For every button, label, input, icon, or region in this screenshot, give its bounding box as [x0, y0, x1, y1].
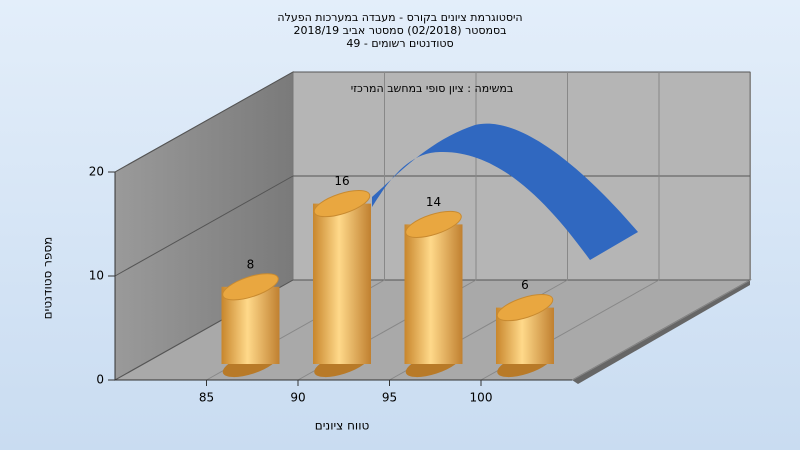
y-tick-label: 0	[96, 373, 104, 387]
value-label: 14	[426, 195, 441, 209]
x-axis-label: טווח ציונים	[315, 419, 370, 433]
floor-edge	[572, 280, 750, 384]
x-tick-label: 85	[199, 391, 214, 405]
x-tick-label: 100	[470, 391, 493, 405]
bar-top	[222, 273, 279, 301]
bar-top	[496, 294, 554, 322]
chart-title: סטודנטים רשומים - 49	[346, 37, 453, 50]
chart-title: בסמסטר (02/2018) סמסטר אביב 2018/19	[293, 24, 506, 37]
x-tick-label: 90	[290, 391, 305, 405]
bar	[404, 224, 463, 364]
value-label: 6	[521, 278, 529, 292]
y-axis-label: מספר סטודנטים	[41, 237, 55, 320]
value-label: 8	[247, 257, 255, 271]
grid-line	[114, 175, 294, 277]
y-tick-label: 10	[89, 269, 104, 283]
bar-top	[405, 210, 462, 238]
fit-curve	[372, 123, 638, 260]
grid-line	[114, 71, 294, 173]
floor-grid	[572, 279, 751, 381]
chart-title: היסטוגרמת ציונים בקורס - מעבדה במערכות ה…	[277, 11, 522, 24]
subtitle: במשימה : ציון סופי במחשב המרכזי	[351, 82, 514, 95]
bar	[313, 203, 371, 364]
value-label: 16	[334, 174, 349, 188]
bar-top	[313, 190, 371, 218]
y-tick-label: 20	[89, 165, 104, 179]
x-tick-label: 95	[382, 391, 397, 405]
plot: 8 16 14 6	[114, 71, 751, 381]
